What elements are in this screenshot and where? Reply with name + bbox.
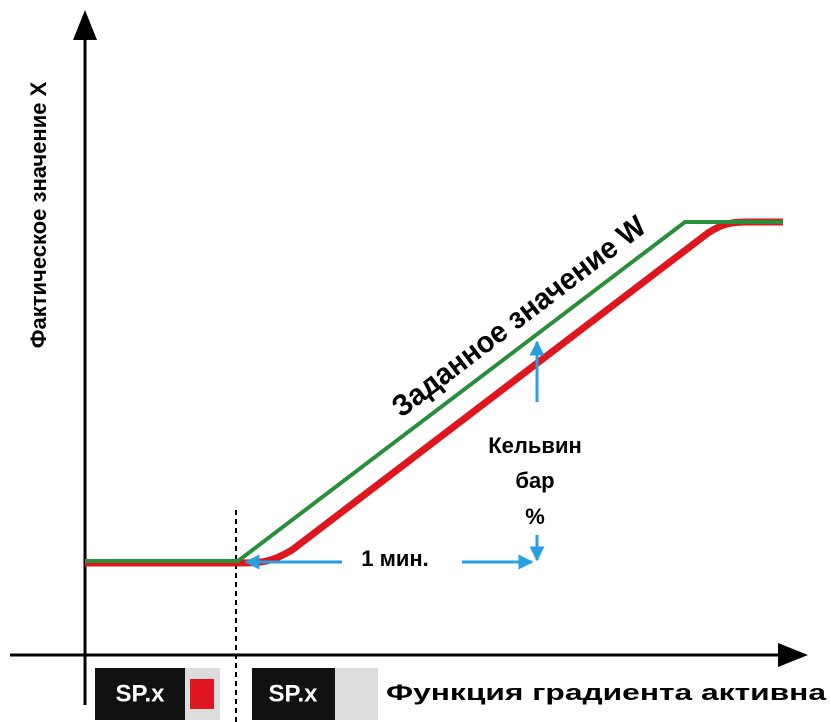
setpoint-label: Заданное значение W bbox=[386, 209, 653, 424]
indicator-display bbox=[252, 668, 335, 720]
y-axis-label: Фактическое значение X bbox=[26, 81, 51, 348]
status-text: Функция градиента активна bbox=[386, 680, 827, 705]
indicator-lamp-on bbox=[190, 679, 214, 709]
unit-label: бар bbox=[515, 468, 554, 493]
indicator-label: SP.x bbox=[269, 680, 319, 707]
indicator-lamp-box bbox=[335, 668, 378, 720]
x-axis-arrow bbox=[778, 643, 808, 667]
unit-label: Кельвин bbox=[488, 433, 582, 458]
time-label: 1 мин. bbox=[361, 546, 429, 571]
unit-label: % bbox=[525, 504, 545, 529]
setpoint-curve bbox=[85, 220, 783, 563]
indicator-display bbox=[95, 668, 185, 720]
indicator-label: SP.x bbox=[116, 680, 166, 707]
y-axis-arrow bbox=[73, 10, 97, 40]
